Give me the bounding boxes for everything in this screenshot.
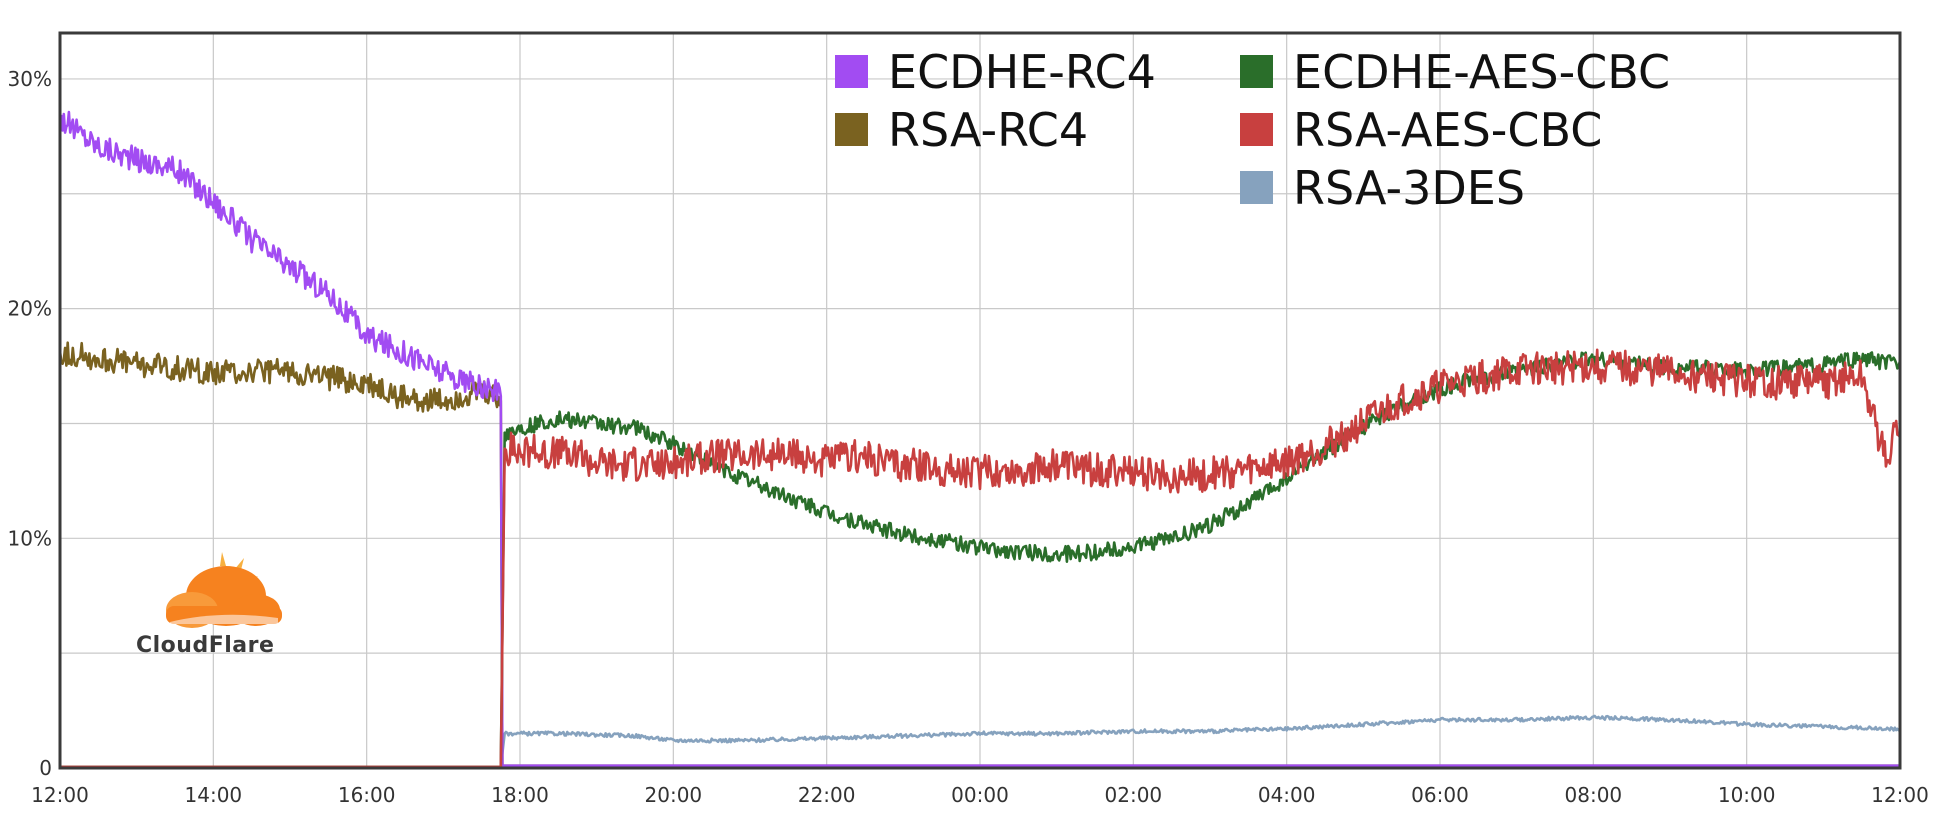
x-tick-label: 16:00: [338, 783, 396, 807]
x-tick-label: 02:00: [1105, 783, 1163, 807]
legend-swatch: [1240, 55, 1273, 88]
legend-swatch: [835, 55, 868, 88]
x-tick-label: 12:00: [31, 783, 89, 807]
legend-swatch: [1240, 113, 1273, 146]
cloudflare-logo: CloudFlare: [136, 552, 282, 658]
legend-label: ECDHE-RC4: [888, 45, 1156, 99]
x-tick-label: 06:00: [1411, 783, 1469, 807]
logo-text: CloudFlare: [136, 633, 274, 658]
y-tick-label: 30%: [8, 67, 52, 91]
legend-label: RSA-AES-CBC: [1293, 103, 1602, 157]
x-tick-label: 08:00: [1565, 783, 1623, 807]
axis-layer: 12:00 14:00 16:00 18:00 20:00 22:00 00:00 02:00…: [8, 67, 1929, 807]
series-line: [58, 110, 1900, 767]
legend-label: RSA-3DES: [1293, 161, 1525, 215]
y-tick-label: 0: [39, 756, 52, 780]
y-tick-label: 10%: [8, 526, 52, 550]
y-tick-label: 20%: [8, 297, 52, 321]
x-tick-label: 18:00: [491, 783, 549, 807]
x-tick-label: 00:00: [951, 783, 1009, 807]
legend-swatch: [1240, 171, 1273, 204]
x-tick-label: 20:00: [645, 783, 703, 807]
x-tick-label: 12:00: [1871, 783, 1929, 807]
plot-frame: [58, 31, 1902, 770]
legend-swatch: [835, 113, 868, 146]
legend-label: ECDHE-AES-CBC: [1293, 45, 1670, 99]
x-tick-label: 22:00: [798, 783, 856, 807]
x-tick-label: 04:00: [1258, 783, 1316, 807]
legend-label: RSA-RC4: [888, 103, 1088, 157]
x-tick-label: 14:00: [185, 783, 243, 807]
x-tick-label: 10:00: [1718, 783, 1776, 807]
